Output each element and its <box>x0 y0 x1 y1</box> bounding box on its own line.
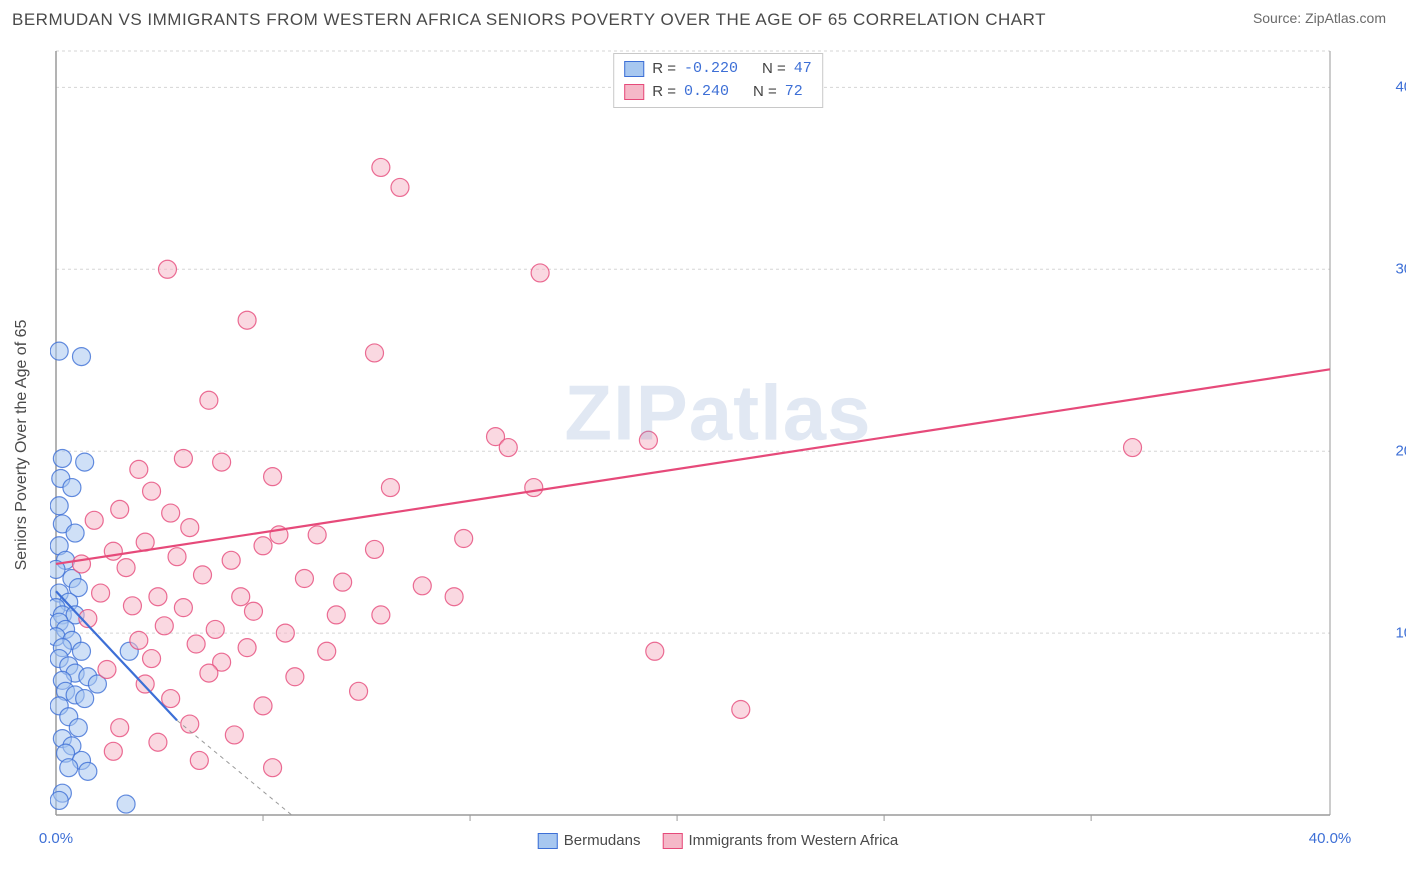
legend-series: Bermudans Immigrants from Western Africa <box>538 832 899 849</box>
legend-swatch <box>662 833 682 849</box>
y-axis-label: Seniors Poverty Over the Age of 65 <box>13 320 31 571</box>
legend-r-value: 0.240 <box>684 81 729 104</box>
legend-r-value: -0.220 <box>684 58 738 81</box>
chart-title: BERMUDAN VS IMMIGRANTS FROM WESTERN AFRI… <box>12 10 1046 30</box>
legend-series-item: Bermudans <box>538 832 641 849</box>
x-tick-label: 0.0% <box>39 830 73 847</box>
source-label: Source: ZipAtlas.com <box>1253 10 1386 26</box>
legend-series-label: Bermudans <box>564 832 641 849</box>
legend-n-value: 72 <box>785 81 803 104</box>
legend-series-label: Immigrants from Western Africa <box>688 832 898 849</box>
y-tick-label: 10.0% <box>1395 625 1406 642</box>
legend-swatch <box>624 61 644 77</box>
y-tick-label: 40.0% <box>1395 79 1406 96</box>
legend-r-label: R = <box>652 81 676 104</box>
legend-n-label: N = <box>762 58 786 81</box>
legend-n-value: 47 <box>794 58 812 81</box>
scatter-plot <box>50 45 1386 845</box>
legend-n-label: N = <box>753 81 777 104</box>
legend-swatch <box>538 833 558 849</box>
legend-correlation: R = -0.220 N = 47 R = 0.240 N = 72 <box>613 53 823 108</box>
legend-series-item: Immigrants from Western Africa <box>662 832 898 849</box>
legend-r-label: R = <box>652 58 676 81</box>
y-tick-label: 30.0% <box>1395 261 1406 278</box>
y-tick-label: 20.0% <box>1395 443 1406 460</box>
chart-area: Seniors Poverty Over the Age of 65 ZIPat… <box>50 45 1386 845</box>
legend-swatch <box>624 84 644 100</box>
x-tick-label: 40.0% <box>1309 830 1352 847</box>
